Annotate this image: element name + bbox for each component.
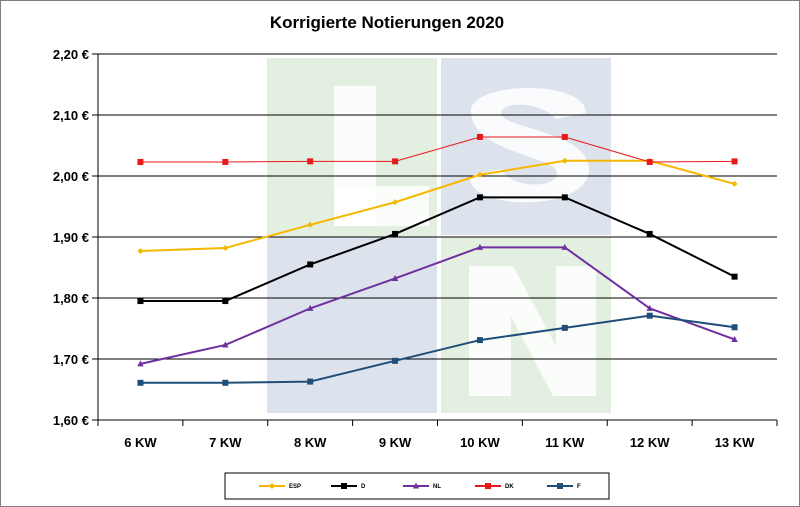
y-tick-label: 2,20 € xyxy=(53,47,89,62)
data-point xyxy=(137,298,144,305)
data-point xyxy=(392,158,399,165)
data-point xyxy=(561,243,569,250)
grid xyxy=(98,53,777,360)
axes: 1,60 € 1,70 € 1,80 € 1,90 € 2,00 € 2,10 € 2,20… xyxy=(53,47,778,450)
data-point xyxy=(476,243,484,250)
data-point xyxy=(306,304,314,311)
data-point xyxy=(391,274,399,281)
data-point xyxy=(476,337,483,344)
logo-watermark xyxy=(267,58,611,413)
data-point xyxy=(731,180,738,187)
y-tick-label: 1,60 € xyxy=(53,413,89,428)
data-point xyxy=(731,324,738,331)
legend-marker xyxy=(485,483,491,489)
data-point xyxy=(731,158,738,165)
data-point xyxy=(222,298,229,305)
data-point xyxy=(731,273,738,280)
y-tick-label: 2,10 € xyxy=(53,108,89,123)
data-point xyxy=(392,230,399,237)
legend-marker xyxy=(341,483,347,489)
legend-item-dk: DK xyxy=(475,483,514,490)
x-tick-label: 8 KW xyxy=(294,435,327,450)
data-point xyxy=(307,378,314,385)
y-tick-label: 2,00 € xyxy=(53,169,89,184)
series-esp xyxy=(137,157,738,255)
data-point xyxy=(646,158,653,165)
data-point xyxy=(561,324,568,331)
series-line xyxy=(140,136,735,163)
series-line xyxy=(140,246,735,365)
legend-item-esp: ESP xyxy=(259,483,301,490)
data-point xyxy=(307,158,314,165)
legend-label: D xyxy=(361,484,366,490)
legend-marker xyxy=(412,482,420,489)
legend-label: F xyxy=(577,484,581,490)
data-point xyxy=(561,194,568,201)
watermark-letter-s xyxy=(469,88,590,203)
series-d xyxy=(137,194,738,305)
series-f xyxy=(137,312,738,386)
data-point xyxy=(561,133,568,140)
legend-item-f: F xyxy=(547,483,581,490)
series-lines xyxy=(137,133,738,386)
data-point xyxy=(222,244,229,251)
data-point xyxy=(476,171,483,178)
y-tick-label: 1,90 € xyxy=(53,230,89,245)
series-line xyxy=(140,196,736,303)
y-tick-label: 1,80 € xyxy=(53,291,89,306)
legend: ESP D NL DK F xyxy=(224,472,610,500)
data-point xyxy=(392,199,399,206)
data-point xyxy=(476,194,483,201)
legend-label: NL xyxy=(433,484,441,490)
x-tick-label: 9 KW xyxy=(379,435,412,450)
legend-label: DK xyxy=(505,484,514,490)
series-nl xyxy=(137,243,738,367)
data-point xyxy=(137,248,144,255)
data-point xyxy=(646,230,653,237)
x-tick-label: 11 KW xyxy=(545,435,585,450)
legend-item-nl: NL xyxy=(403,482,441,490)
data-point xyxy=(222,158,229,165)
data-point xyxy=(476,133,483,140)
legend-item-d: D xyxy=(331,483,366,490)
data-point xyxy=(307,261,314,268)
legend-marker xyxy=(269,483,275,489)
data-point xyxy=(646,304,653,311)
chart-title: Korrigierte Notierungen 2020 xyxy=(270,13,504,32)
data-point xyxy=(222,341,229,348)
data-point xyxy=(561,157,568,164)
watermark-panel-blue-2 xyxy=(267,237,437,413)
series-dk xyxy=(137,133,738,165)
x-tick-label: 12 KW xyxy=(630,435,670,450)
x-tick-label: 13 KW xyxy=(715,435,755,450)
legend-marker xyxy=(557,483,563,489)
x-tick-label: 6 KW xyxy=(124,435,157,450)
data-point xyxy=(222,379,229,386)
data-point xyxy=(137,379,144,386)
series-line xyxy=(140,159,735,253)
series-line xyxy=(140,314,735,384)
data-point xyxy=(137,360,144,367)
y-tick-label: 1,70 € xyxy=(53,352,89,367)
x-tick-label: 10 KW xyxy=(460,435,500,450)
data-point xyxy=(137,158,144,165)
legend-label: ESP xyxy=(289,484,301,490)
data-point xyxy=(307,221,314,228)
data-point xyxy=(731,335,738,342)
data-point xyxy=(646,312,653,319)
data-point xyxy=(392,357,399,364)
x-tick-label: 7 KW xyxy=(209,435,242,450)
